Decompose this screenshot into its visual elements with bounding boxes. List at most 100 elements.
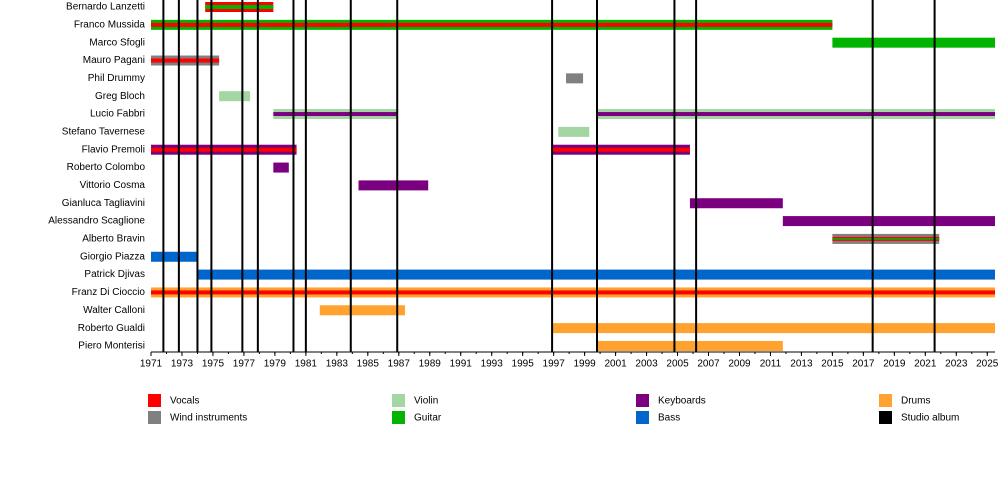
x-tick-label: 1973 (171, 359, 194, 370)
member-name: Mauro Pagani (83, 55, 145, 66)
x-tick-label: 1979 (264, 359, 287, 370)
x-tick-label: 1995 (512, 359, 535, 370)
role-stripe (566, 73, 584, 84)
legend-label: Vocals (170, 396, 199, 407)
role-stripe (832, 238, 940, 240)
member-name: Marco Sfogli (89, 37, 145, 48)
x-tick-label: 2017 (852, 359, 875, 370)
tenure-bar (151, 251, 198, 262)
role-stripe (782, 216, 995, 227)
role-stripe (832, 37, 995, 48)
tenure-bar (151, 287, 995, 298)
tenure-bar (273, 162, 289, 173)
member-name: Roberto Gualdi (78, 323, 145, 334)
x-tick-label: 1975 (202, 359, 225, 370)
tenure-bar (319, 305, 405, 316)
legend-swatch (148, 394, 161, 407)
member-name: Alberto Bravin (82, 234, 145, 245)
member-name: Vittorio Cosma (80, 180, 146, 191)
legend-label: Guitar (414, 413, 442, 424)
role-stripe (597, 112, 995, 117)
x-tick-label: 1983 (326, 359, 349, 370)
x-tick-label: 1999 (573, 359, 596, 370)
role-stripe (273, 112, 398, 117)
member-name: Alessandro Scaglione (48, 216, 145, 227)
x-tick-label: 2025 (976, 359, 999, 370)
role-stripe (151, 251, 198, 262)
tenure-bar (597, 109, 995, 120)
member-name: Walter Calloni (83, 305, 145, 316)
role-stripe (319, 305, 405, 316)
tenure-bar (151, 55, 220, 66)
x-tick-label: 2023 (945, 359, 968, 370)
member-name: Patrick Djivas (84, 269, 145, 280)
x-tick-label: 1977 (233, 359, 256, 370)
x-tick-label: 2019 (883, 359, 906, 370)
role-stripe (273, 162, 289, 173)
tenure-bar (273, 109, 398, 120)
legend-swatch (148, 411, 161, 424)
tenure-bar (558, 126, 590, 137)
role-stripe (219, 91, 251, 102)
x-tick-label: 2015 (821, 359, 844, 370)
member-name: Flavio Premoli (82, 144, 145, 155)
role-stripe (689, 198, 783, 209)
tenure-bar (219, 91, 251, 102)
tenure-bar (832, 37, 995, 48)
x-tick-label: 2005 (666, 359, 689, 370)
legend-swatch (636, 394, 649, 407)
legend-label: Bass (658, 413, 680, 424)
tenure-bar (552, 323, 995, 334)
role-stripe (151, 290, 995, 295)
tenure-bar (689, 198, 783, 209)
tenure-bar (151, 19, 833, 30)
legend-label: Drums (901, 396, 930, 407)
role-stripe (597, 340, 783, 351)
member-name: Piero Monterisi (78, 341, 145, 352)
x-tick-label: 1985 (357, 359, 380, 370)
legend-swatch (392, 411, 405, 424)
legend-label: Violin (414, 396, 438, 407)
x-tick-label: 1993 (481, 359, 504, 370)
x-tick-label: 2013 (790, 359, 813, 370)
x-tick-label: 1997 (543, 359, 566, 370)
legend-swatch (879, 394, 892, 407)
role-stripe (205, 5, 274, 9)
tenure-bar (205, 2, 274, 12)
legend-swatch (879, 411, 892, 424)
tenure-bar (552, 144, 690, 155)
tenure-bar (597, 340, 783, 351)
member-name: Franz Di Cioccio (72, 287, 146, 298)
member-name: Gianluca Tagliavini (62, 198, 145, 209)
member-name: Stefano Tavernese (62, 127, 146, 138)
member-name: Bernardo Lanzetti (66, 2, 145, 13)
role-stripe (558, 126, 590, 137)
tenure-bar (566, 73, 584, 84)
tenure-bar (358, 180, 429, 191)
x-tick-label: 2021 (914, 359, 937, 370)
role-stripe (358, 180, 429, 191)
x-tick-label: 2011 (760, 359, 782, 370)
x-tick-label: 2001 (604, 359, 627, 370)
role-stripe (552, 323, 995, 334)
member-name: Franco Mussida (74, 19, 146, 30)
x-tick-label: 1987 (388, 359, 411, 370)
legend-swatch (636, 411, 649, 424)
x-tick-label: 1991 (450, 359, 473, 370)
member-name: Lucio Fabbri (90, 109, 145, 120)
legend-label: Studio album (901, 413, 959, 424)
x-tick-label: 2007 (697, 359, 720, 370)
legend-label: Wind instruments (170, 413, 247, 424)
x-tick-label: 2003 (635, 359, 658, 370)
x-tick-label: 2009 (728, 359, 751, 370)
x-tick-label: 1989 (419, 359, 442, 370)
legend-label: Keyboards (658, 396, 706, 407)
tenure-bar (151, 144, 297, 155)
tenure-bar (832, 233, 940, 244)
member-name: Phil Drummy (88, 73, 145, 84)
tenure-bar (782, 216, 995, 227)
x-tick-label: 1981 (295, 359, 318, 370)
role-stripe (151, 147, 297, 152)
role-stripe (151, 58, 220, 63)
